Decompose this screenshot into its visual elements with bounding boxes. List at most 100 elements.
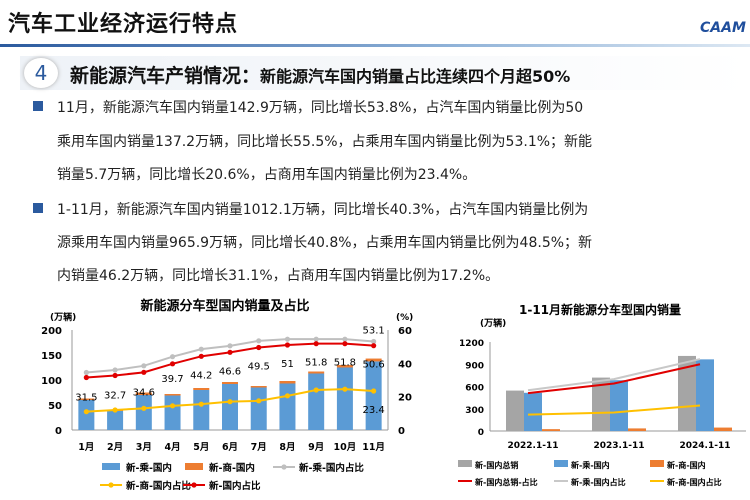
- data-label: 50.6: [363, 360, 385, 371]
- y2-tick: 20: [398, 393, 412, 404]
- y2-tick: 0: [398, 426, 405, 437]
- section-title: 新能源汽车产销情况：: [70, 65, 261, 87]
- bar-新-商-国内: [542, 429, 560, 431]
- point: [169, 403, 176, 409]
- x-tick: 11月: [362, 442, 385, 453]
- bar-commercial: [308, 371, 325, 374]
- y-tick: 150: [41, 351, 62, 362]
- para1-line2: 乘用车国内销量137.2万辆，同比增长55.5%，占乘用车国内销量比例为53.1…: [57, 134, 593, 150]
- bar-commercial: [279, 381, 296, 384]
- data-label: 31.5: [75, 393, 97, 404]
- y-tick: 1200: [459, 339, 484, 349]
- bar-commercial: [164, 394, 181, 396]
- legend-label: 新-乘-国内: [126, 462, 172, 474]
- data-label: 46.6: [219, 366, 241, 377]
- data-label: 49.5: [248, 362, 270, 373]
- bar-passenger: [135, 395, 152, 430]
- bar-passenger: [78, 400, 95, 430]
- x-tick: 2022.1-11: [508, 441, 559, 451]
- point: [169, 361, 176, 367]
- page-title: 汽车工业经济运行特点: [8, 12, 239, 37]
- point: [83, 374, 89, 381]
- chart-title: 1-11月新能源分车型国内销量: [519, 302, 681, 317]
- legend-marker: [191, 482, 197, 488]
- point: [284, 342, 291, 348]
- point: [227, 399, 233, 405]
- point: [371, 343, 377, 349]
- x-tick: 5月: [193, 442, 209, 453]
- legend-label: 新-乘-国内占比: [299, 462, 364, 474]
- legend-swatch: [554, 460, 568, 467]
- legend-label: 新-国内总销-占比: [475, 477, 538, 487]
- section-heading: 新能源汽车产销情况：新能源汽车国内销量占比连续四个月超50%: [70, 61, 570, 88]
- y2-tick: 40: [398, 359, 412, 370]
- bar-新-商-国内: [628, 428, 646, 431]
- bar-新-乘-国内: [524, 392, 542, 431]
- bar-新-商-国内: [714, 427, 732, 431]
- line-新-国内总销-占比: [527, 363, 701, 395]
- point: [112, 367, 118, 373]
- x-tick: 4月: [164, 442, 180, 453]
- y-tick: 0: [55, 426, 62, 437]
- bar-passenger: [193, 390, 210, 430]
- point: [342, 386, 348, 392]
- x-tick: 8月: [279, 442, 295, 453]
- point: [169, 354, 176, 360]
- monthly-chart: 新能源分车型国内销量及占比 (万辆) (%) 0 50 100 150 200 0 20 40 60 1…: [41, 298, 413, 492]
- y-tick: 0: [478, 428, 484, 438]
- legend-swatch: [650, 460, 664, 467]
- y-tick: 900: [465, 361, 484, 371]
- point: [83, 369, 89, 376]
- bar-passenger: [222, 384, 238, 430]
- point: [141, 369, 147, 375]
- y2-axis-label: (%): [396, 313, 413, 323]
- bar-passenger: [279, 383, 296, 430]
- legend-swatch: [458, 460, 472, 467]
- point: [227, 349, 233, 355]
- point: [141, 405, 147, 411]
- legend-label: 新-商-国内: [209, 462, 255, 474]
- bar-新-国内总销: [592, 377, 610, 431]
- para2-line3: 内销量46.2万辆，同比增长31.1%，占商用车国内销量比例为17.2%。: [57, 268, 500, 284]
- data-label-bottom: 23.4: [363, 405, 385, 416]
- legend-label: 新-国内总销: [475, 460, 518, 470]
- bar-commercial: [222, 382, 238, 384]
- data-label: 44.2: [190, 370, 212, 381]
- bar-commercial: [365, 358, 382, 362]
- point: [198, 346, 204, 352]
- chart-title: 新能源分车型国内销量及占比: [140, 298, 309, 314]
- section-number: 4: [24, 58, 58, 88]
- legend-label: 新-商-国内占比: [126, 480, 191, 492]
- header-divider: [0, 44, 750, 47]
- y-axis-label: (万辆): [50, 311, 76, 323]
- bar-新-乘-国内: [696, 359, 714, 431]
- point: [141, 363, 147, 369]
- data-label: 51.8: [334, 358, 356, 369]
- point: [313, 336, 319, 342]
- point: [371, 388, 377, 394]
- bar-passenger: [336, 367, 353, 430]
- x-tick: 10月: [334, 442, 357, 453]
- point: [198, 401, 204, 407]
- bar-新-乘-国内: [610, 380, 628, 431]
- section-banner: [20, 56, 750, 90]
- bar-commercial: [250, 386, 267, 388]
- data-label: 51.8: [305, 358, 327, 369]
- point: [227, 343, 233, 349]
- para1-line3: 销量5.7万辆，同比增长20.6%，占商用车国内销量比例为23.4%。: [57, 167, 477, 183]
- x-tick: 2024.1-11: [680, 441, 731, 451]
- data-label: 32.7: [104, 391, 126, 402]
- legend-marker: [281, 464, 287, 470]
- x-tick: 7月: [251, 442, 267, 453]
- bar-passenger: [250, 387, 267, 430]
- data-label-top: 53.1: [363, 326, 385, 337]
- bullet-icon: [33, 203, 43, 213]
- y-tick: 50: [48, 401, 62, 412]
- legend-label: 新-商-国内占比: [667, 477, 722, 487]
- x-tick: 3月: [136, 442, 152, 453]
- para1-line1: 11月，新能源汽车国内销量142.9万辆，同比增长53.8%，占汽车国内销量比例…: [57, 100, 584, 116]
- point: [256, 398, 262, 404]
- bar-新-国内总销: [506, 390, 524, 431]
- section-subtitle: 新能源汽车国内销量占比连续四个月超50%: [260, 67, 571, 86]
- bar-passenger: [308, 373, 325, 430]
